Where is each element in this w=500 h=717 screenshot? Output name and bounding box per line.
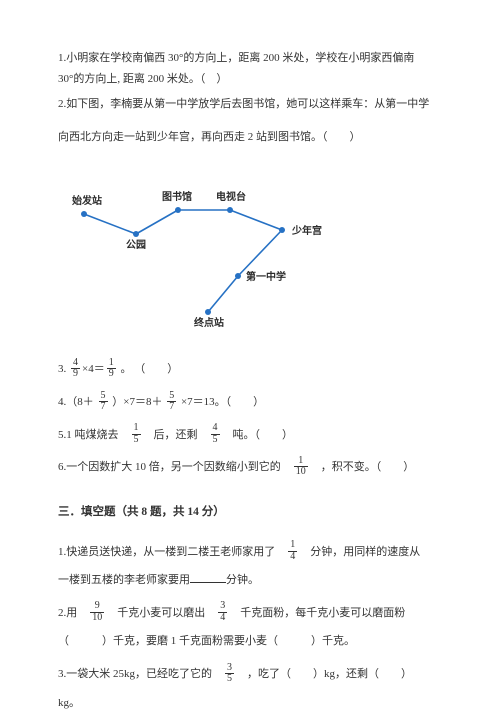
question-4: 4.（8＋ 57 ）×7＝8＋ 57 ×7＝13。（ ） [58, 388, 442, 417]
bus-route-diagram: 始发站公园 图书馆 电视台少年宫第一中学终点站 [70, 156, 442, 342]
q3-mid: ×4＝ [82, 363, 105, 375]
q2-line1: 2.如下图，李楠要从第一中学放学后去图书馆，她可以这样乘车：从第一中学 [58, 98, 429, 110]
svg-text:图书馆: 图书馆 [162, 190, 192, 203]
question-1: 1.小明家在学校南偏西 30°的方向上，距离 200 米处，学校在小明家西偏南 … [58, 48, 442, 90]
s3q2-frac2: 34 [218, 601, 227, 623]
s3q2-l1b: 千克小麦可以磨出 [106, 607, 216, 619]
q5-frac2: 45 [211, 423, 220, 445]
s3q2-l1a: 2.用 [58, 607, 88, 619]
s3q1-frac: 14 [288, 540, 297, 562]
question-5: 5.1 吨煤烧去 15 后，还剩 45 吨。（ ） [58, 421, 442, 450]
svg-text:终点站: 终点站 [194, 316, 224, 329]
s3q2-l2: （ ）千克，要磨 1 千克面粉需要小麦（ ）千克。 [58, 635, 355, 647]
q3-frac1: 49 [71, 358, 80, 380]
svg-text:公园: 公园 [126, 239, 146, 251]
q1-line1: 1.小明家在学校南偏西 30°的方向上，距离 200 米处，学校在小明家西偏南 [58, 52, 414, 64]
q4-m2: ×7＝13。（ ） [178, 396, 264, 408]
blank-input [190, 571, 226, 583]
q5-m2: 吨。（ ） [222, 429, 294, 441]
question-2-line2: 向西北方向走一站到少年宫，再向西走 2 站到图书馆。（ ） [58, 127, 442, 148]
q6-pre: 6.一个因数扩大 10 倍，另一个因数缩小到它的 [58, 461, 292, 473]
q5-pre: 5.1 吨煤烧去 [58, 429, 130, 441]
svg-text:第一中学: 第一中学 [246, 270, 286, 283]
s3q3-l1a: 3.一袋大米 25kg，已经吃了它的 [58, 668, 223, 680]
s3-question-2: 2.用 910 千克小麦可以磨出 34 千克面粉，每千克小麦可以磨面粉 （ ）千… [58, 599, 442, 656]
q4-pre: 4.（8＋ [58, 396, 97, 408]
s3q1-l2a: 一楼到五楼的李老师家要用 [58, 574, 190, 586]
s3-question-1: 1.快递员送快递，从一楼到二楼王老师家用了 14 分钟，用同样的速度从 一楼到五… [58, 538, 442, 595]
svg-text:少年宫: 少年宫 [291, 224, 322, 237]
s3-question-3: 3.一袋大米 25kg，已经吃了它的 35 ，吃了（ ）kg，还剩（ ） kg。 [58, 660, 442, 717]
svg-text:电视台: 电视台 [216, 190, 246, 203]
q3-pre: 3. [58, 363, 69, 375]
q6-post: ，积不变。（ ） [310, 461, 415, 473]
q1-line2: 30°的方向上, 距离 200 米处。（ ） [58, 73, 227, 85]
s3q2-frac1: 910 [90, 601, 104, 623]
q5-m1: 后，还剩 [143, 429, 209, 441]
s3q2-l1c: 千克面粉，每千克小麦可以磨面粉 [229, 607, 405, 619]
s3q1-l2b: 分钟。 [226, 574, 259, 586]
question-6: 6.一个因数扩大 10 倍，另一个因数缩小到它的 110 ，积不变。（ ） [58, 453, 442, 482]
q2-line2: 向西北方向走一站到少年宫，再向西走 2 站到图书馆。（ ） [58, 131, 361, 143]
s3q1-l1b: 分钟，用同样的速度从 [299, 546, 420, 558]
q4-frac2: 57 [167, 391, 176, 413]
q4-m1: ）×7＝8＋ [110, 396, 166, 408]
question-2: 2.如下图，李楠要从第一中学放学后去图书馆，她可以这样乘车：从第一中学 [58, 94, 442, 115]
q6-frac1: 110 [294, 456, 308, 478]
q3-frac2: 19 [107, 358, 116, 380]
q4-frac1: 57 [99, 391, 108, 413]
section-3-heading: 三．填空题（共 8 题，共 14 分） [58, 502, 442, 524]
q3-post: 。 （ ） [118, 363, 179, 375]
svg-text:始发站: 始发站 [72, 194, 102, 207]
q5-frac1: 15 [132, 423, 141, 445]
s3q3-l1b: ，吃了（ ）kg，还剩（ ） [236, 668, 412, 680]
s3q1-l1a: 1.快递员送快递，从一楼到二楼王老师家用了 [58, 546, 286, 558]
question-3: 3. 49×4＝19 。 （ ） [58, 355, 442, 384]
s3q3-frac: 35 [225, 663, 234, 685]
